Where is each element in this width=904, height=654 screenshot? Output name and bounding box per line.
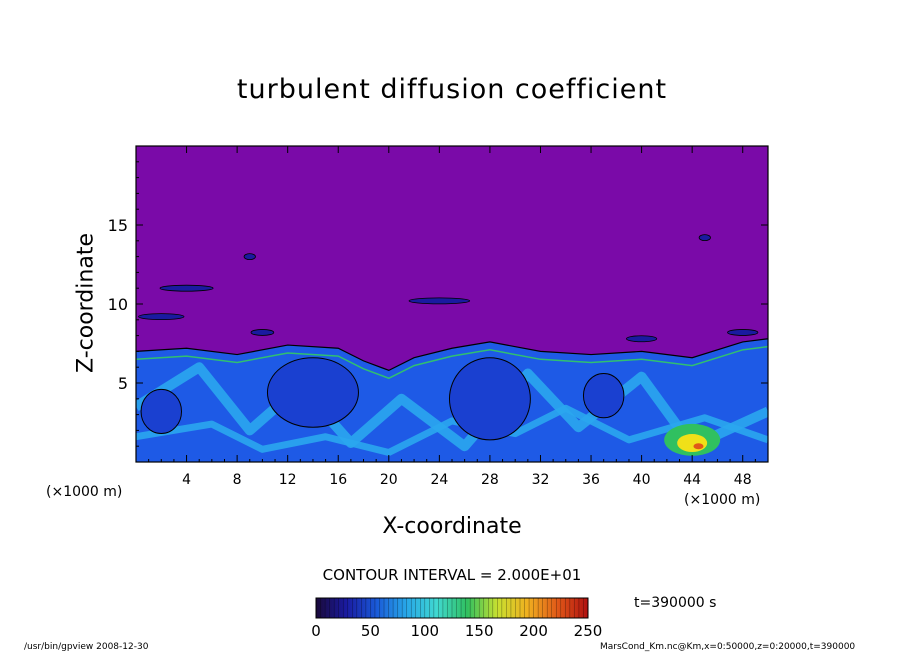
y-tick-label: 5 <box>118 374 128 393</box>
small-blob <box>408 297 471 305</box>
colorbar-tick-label: 0 <box>311 622 321 640</box>
small-blob <box>626 335 658 343</box>
eddy-band <box>136 404 768 457</box>
eddy-core <box>448 357 531 441</box>
colorbar-tick-label: 150 <box>465 622 494 640</box>
colorbar-tick-label: 50 <box>361 622 380 640</box>
eddy-core <box>140 388 183 435</box>
colorbar-tick-label: 100 <box>410 622 439 640</box>
time-label: t=390000 s <box>634 595 717 611</box>
x-tick-label: 40 <box>633 472 651 488</box>
x-tick-label: 36 <box>582 472 600 488</box>
small-blob <box>727 329 759 336</box>
small-blob <box>698 234 711 242</box>
x-tick-label: 48 <box>734 472 752 488</box>
high-patch-peak <box>693 443 704 450</box>
contour-line <box>136 338 768 372</box>
contour-interval-label: CONTOUR INTERVAL = 2.000E+01 <box>322 566 582 584</box>
x-axis-label: X-coordinate <box>382 514 522 539</box>
x-tick-label: 24 <box>430 472 448 488</box>
eddy-band <box>136 362 768 452</box>
x-tick-label: 32 <box>532 472 550 488</box>
y-tick-label: 10 <box>108 295 128 314</box>
y-axis-unit: (×1000 m) <box>46 484 123 500</box>
x-tick-label: 20 <box>380 472 398 488</box>
x-tick-label: 4 <box>182 472 191 488</box>
high-patch-core <box>677 434 708 453</box>
small-blob <box>159 284 214 292</box>
footer-data-source: MarsCond_Km.nc@Km,x=0:50000,z=0:20000,t=… <box>600 642 856 652</box>
eddy-core <box>582 373 625 419</box>
x-tick-label: 44 <box>683 472 701 488</box>
small-blob <box>243 253 256 261</box>
y-tick-label: 15 <box>108 216 128 235</box>
small-blob <box>250 329 275 336</box>
chart-title: turbulent diffusion coefficient <box>236 74 668 105</box>
y-axis-label: Z-coordinate <box>73 233 99 373</box>
colorbar-tick-label: 250 <box>574 622 603 640</box>
x-tick-label: 16 <box>329 472 347 488</box>
x-axis-unit: (×1000 m) <box>684 492 761 508</box>
x-tick-label: 8 <box>233 472 242 488</box>
contour-line <box>136 345 768 380</box>
footer-program-date: /usr/bin/gpview 2008-12-30 <box>24 642 149 652</box>
eddy-core <box>266 357 359 428</box>
colorbar-tick-label: 200 <box>519 622 548 640</box>
x-tick-label: 12 <box>279 472 297 488</box>
x-tick-label: 28 <box>481 472 499 488</box>
small-blob <box>138 313 185 321</box>
